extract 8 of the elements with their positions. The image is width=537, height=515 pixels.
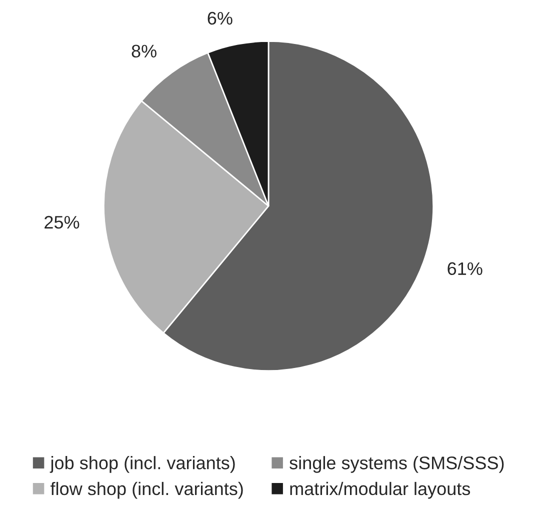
legend-label: matrix/modular layouts	[290, 482, 470, 499]
legend-label: job shop (incl. variants)	[50, 456, 235, 473]
data-label: 61%	[448, 262, 482, 276]
data-label: 6%	[208, 12, 232, 25]
legend-label: single systems (SMS/SSS)	[290, 456, 504, 473]
data-label: 8%	[132, 44, 156, 58]
legend-label: flow shop (incl. variants)	[50, 482, 243, 499]
data-label: 25%	[44, 216, 80, 229]
